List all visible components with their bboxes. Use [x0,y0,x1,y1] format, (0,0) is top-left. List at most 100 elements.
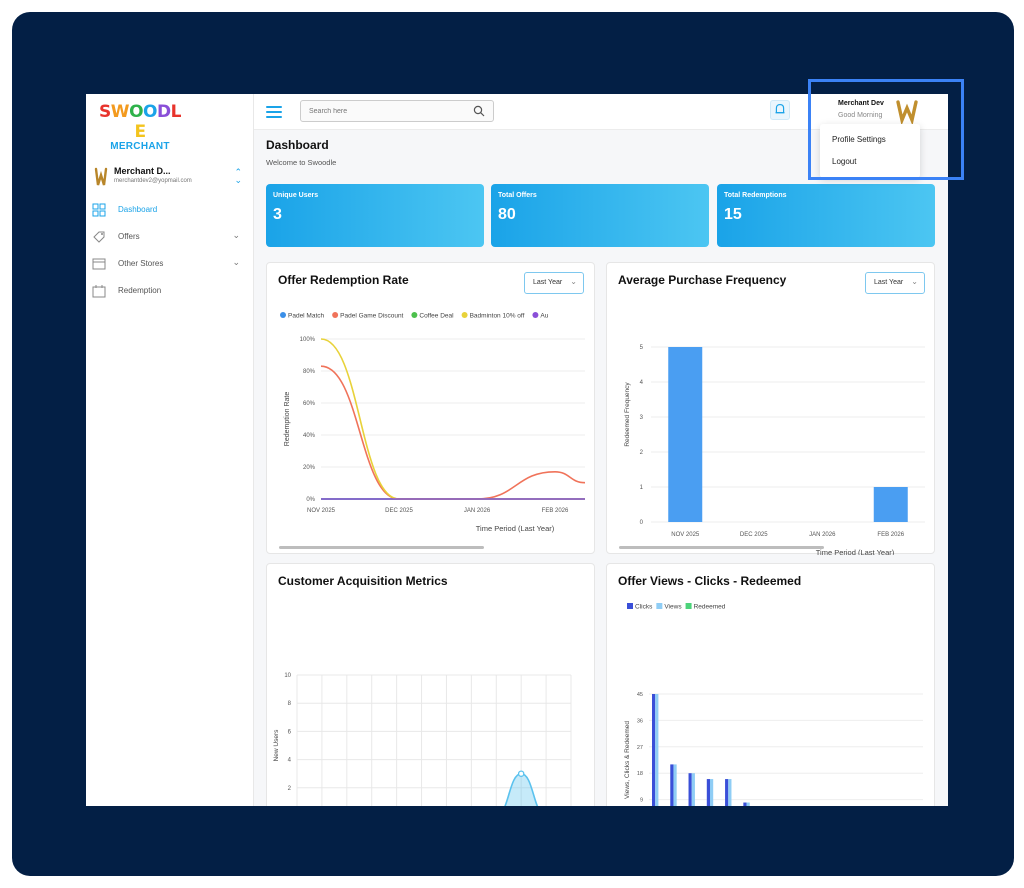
sidebar-item-label: Other Stores [118,259,164,268]
x-tick-label: JAN 2026 [464,508,491,514]
legend-label: Padel Match [288,313,325,320]
bar [655,694,659,806]
y-tick-label: 3 [640,415,644,421]
y-tick-label: 2 [288,786,292,792]
stat-value: 3 [273,206,282,223]
x-tick-label: FEB 2026 [877,532,904,538]
stat-label: Total Offers [498,192,537,199]
bar [746,802,750,806]
stat-card-total-redemptions[interactable]: Total Redemptions 15 [717,184,935,247]
search-icon[interactable] [473,105,485,117]
user-avatar[interactable] [894,98,920,124]
bar [743,802,747,806]
period-select[interactable]: Last Year ⌄ [865,272,925,294]
sidebar-item-other-stores[interactable]: Other Stores ⌄ [92,254,242,274]
chevron-down-icon: ⌄ [232,230,240,240]
search-box [300,100,494,122]
chart-title: Average Purchase Frequency [618,273,787,287]
legend-label: Clicks [635,604,653,611]
bar [691,773,695,806]
swoodle-logo[interactable]: SWOODLE MERCHANT [98,102,182,152]
merchant-profile-switcher[interactable]: Merchant D... merchantdev2@yopmail.com ⌃… [94,164,246,190]
bar [688,773,692,806]
merchant-avatar [94,167,108,186]
y-tick-label: 36 [637,718,643,724]
dashboard-icon [92,203,106,217]
app-window: SWOODLE MERCHANT Merchant D... merchantd… [86,94,948,806]
y-tick-label: 40% [303,433,316,439]
sidebar-item-offers[interactable]: Offers ⌄ [92,227,242,247]
x-tick-label: DEC 2025 [385,508,413,514]
y-tick-label: 60% [303,401,316,407]
offer-redemption-rate-card: Offer Redemption Rate Last Year ⌄ Padel M… [266,262,595,554]
series-line [504,772,539,806]
average-purchase-frequency-card: Average Purchase Frequency Last Year ⌄ 0 1… [606,262,935,555]
chevron-down-icon: ⌄ [911,277,918,286]
area-fill [505,773,538,806]
series-line [320,365,586,500]
y-tick-label: 45 [637,692,643,698]
store-icon [92,258,106,270]
y-axis-label: Views, Clicks & Redeemed [624,721,631,799]
y-tick-label: 1 [640,485,644,491]
legend-marker [532,312,539,318]
sidebar-item-label: Offers [118,232,140,241]
y-tick-label: 5 [640,345,644,351]
notification-button[interactable] [770,100,790,120]
stat-label: Unique Users [273,192,319,199]
bar [673,764,677,806]
y-tick-label: 10 [284,673,291,679]
profile-settings-item[interactable]: Profile Settings [832,135,886,144]
y-tick-label: 6 [288,729,292,735]
x-axis-label: Time Period (Last Year) [816,548,895,555]
legend-marker [685,603,692,609]
y-tick-label: 18 [637,771,643,777]
bar [668,347,703,522]
page-title: Dashboard [266,138,329,152]
y-tick-label: 4 [288,758,292,764]
stat-card-unique-users[interactable]: Unique Users 3 [266,184,484,247]
horizontal-scrollbar[interactable] [619,546,824,549]
y-tick-label: 20% [303,465,316,471]
legend-marker [332,312,339,318]
grouped-bar-chart: ClicksViewsRedeemed0918273645S...P...Aut… [624,603,923,806]
horizontal-scrollbar[interactable] [279,546,484,549]
chevron-down-icon: ⌄ [232,257,240,267]
bar [706,779,710,806]
logo-word: SWOODLE [99,102,181,142]
sidebar-item-dashboard[interactable]: Dashboard [92,200,242,220]
legend-marker [280,312,286,318]
calendar-icon [92,285,106,298]
y-tick-label: 27 [637,745,643,751]
tag-icon [93,231,105,243]
line-chart: Padel Match Padel Game Discount Coffee Dea… [280,312,586,533]
sidebar-item-redemption[interactable]: Redemption [92,281,242,301]
legend-marker [411,312,418,318]
offer-views-clicks-card: Offer Views - Clicks - Redeemed Clicks Vi… [606,563,935,806]
hamburger-menu-icon[interactable] [266,104,282,118]
stat-label: Total Redemptions [724,192,787,199]
bar [728,779,732,806]
x-tick-label: JAN 2026 [809,532,836,538]
x-tick-label: FEB 2026 [542,508,569,514]
data-point [517,770,525,777]
bar [670,764,674,806]
y-axis-label: New Users [273,729,280,762]
series-line [320,338,585,500]
legend-label: Redeemed [694,604,726,611]
y-tick-label: 0% [306,497,315,503]
y-tick-label: 100% [300,337,316,343]
legend-label: Padel Game Discount [340,313,403,320]
x-tick-label: DEC 2025 [740,532,768,538]
y-tick-label: 8 [288,701,292,707]
logout-item[interactable]: Logout [832,157,857,166]
bar-chart: 0 1 2 3 4 5 NOV 2025 DEC 2025 JAN 2026 FEB 2026 Ti… [624,345,925,555]
x-axis-label: Time Period (Last Year) [476,524,555,533]
stat-card-total-offers[interactable]: Total Offers 80 [491,184,709,247]
user-greeting: Good Morning [838,112,883,119]
search-input[interactable] [309,105,469,118]
x-tick-label: NOV 2025 [671,532,700,538]
period-select[interactable]: Last Year ⌄ [524,272,584,294]
y-tick-label: 80% [303,369,316,375]
chart-title: Offer Views - Clicks - Redeemed [618,574,802,588]
